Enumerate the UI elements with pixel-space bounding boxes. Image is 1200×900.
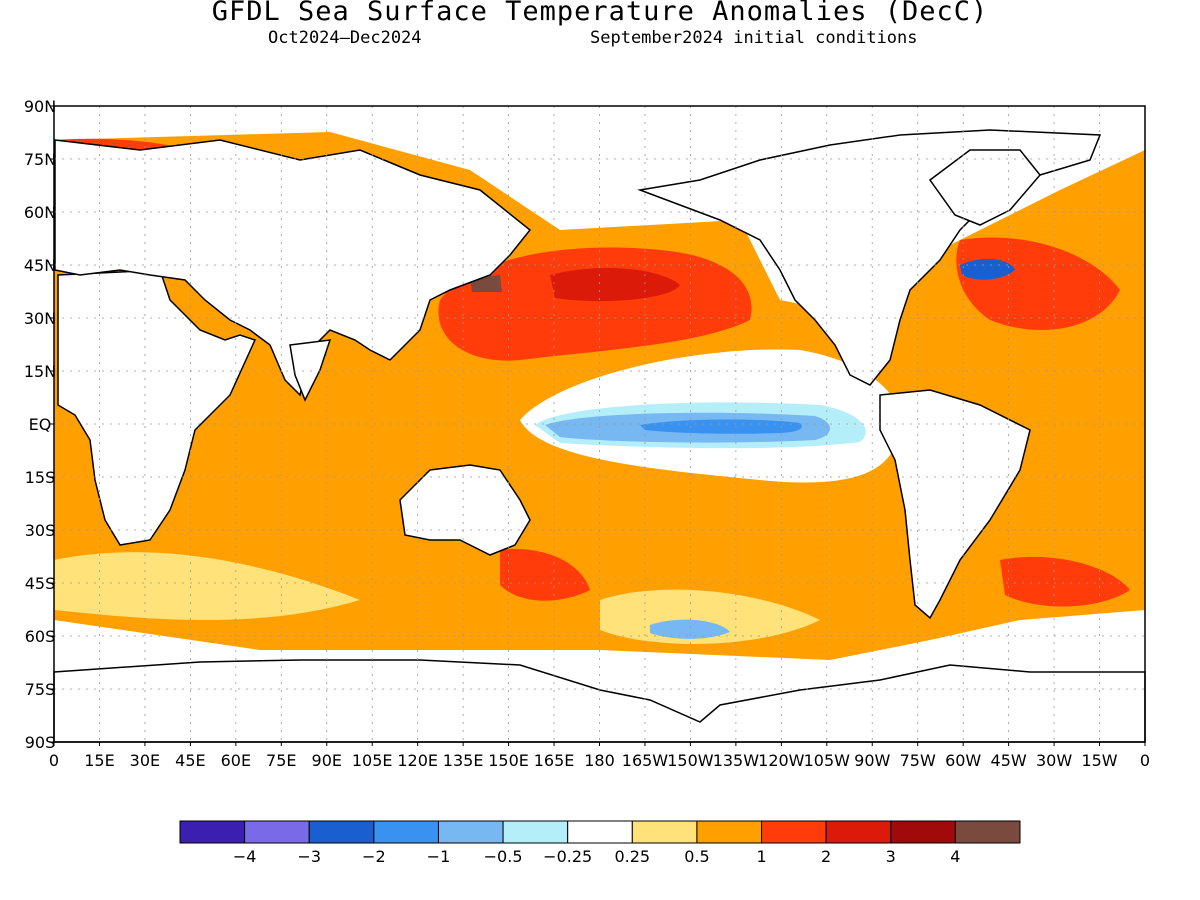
colorbar-swatch (244, 820, 310, 844)
lon-tick-label: 180 (584, 751, 615, 770)
lat-tick-label: 75S (25, 680, 56, 699)
colorbar-label: −1 (427, 847, 451, 866)
lon-tick-label: 15W (1081, 751, 1117, 770)
lat-tick-label: 30N (24, 309, 56, 328)
lon-tick-label: 75W (900, 751, 936, 770)
colorbar-label: 1 (756, 847, 766, 866)
colorbar-swatch (502, 820, 569, 844)
lon-tick-label: 135W (713, 751, 760, 770)
india-outline (289, 339, 332, 402)
lat-tick-label: EQ (29, 415, 52, 434)
colorbar-swatch (631, 820, 698, 844)
lon-tick-label: 120E (397, 751, 438, 770)
lon-tick-label: 150E (488, 751, 529, 770)
lat-tick-label: 45S (25, 574, 56, 593)
colorbar-swatch (567, 820, 633, 844)
colorbar-swatch (825, 820, 892, 844)
lat-lon-grid (54, 106, 1145, 742)
lat-tick-label: 90S (25, 733, 56, 752)
colorbar-swatch (954, 820, 1021, 844)
lat-tick-label: 60N (24, 203, 56, 222)
continent-outlines (53, 129, 1146, 743)
north-atlantic-cold (960, 258, 1015, 280)
lat-tick-label: 45N (24, 256, 56, 275)
latitude-labels: 90N 75N 60N 45N 30N 15N EQ 15S 30S 45S 60S 75S 90S (24, 97, 56, 752)
eurasia-outline (54, 139, 532, 397)
lon-tick-label: 165E (534, 751, 575, 770)
lon-tick-label: 60E (221, 751, 251, 770)
north-pacific-hot (550, 267, 680, 302)
lon-tick-label: 30E (130, 751, 160, 770)
pale-field-south-indian (54, 552, 360, 620)
lon-tick-label: 45E (175, 751, 205, 770)
colorbar-label: −3 (297, 847, 321, 866)
chart-subtitle-period: Oct2024–Dec2024 (268, 28, 422, 48)
colorbar-label: 4 (950, 847, 960, 866)
lon-tick-label: 0 (49, 751, 59, 770)
colorbar-swatch (308, 820, 375, 844)
colorbar-label: −0.5 (484, 847, 523, 866)
colorbar-label: 0.25 (614, 847, 650, 866)
longitude-labels: 0 15E 30E 45E 60E 75E 90E 105E 120E 135E 150E 165E 1… (49, 742, 1150, 770)
north-pacific-warm (438, 247, 752, 361)
greenland-outline (928, 149, 1041, 226)
lon-tick-label: 0 (1140, 751, 1150, 770)
lat-tick-label: 15N (24, 362, 56, 381)
colorbar: −4 −3 −2 −1 −0.5 −0.25 0.25 0.5 1 2 3 4 (179, 820, 1021, 866)
lon-tick-label: 105E (352, 751, 393, 770)
lat-tick-label: 30S (25, 521, 56, 540)
lat-tick-label: 75N (24, 150, 56, 169)
colorbar-swatch (761, 820, 827, 844)
lon-tick-label: 45W (991, 751, 1027, 770)
colorbar-label: 3 (886, 847, 896, 866)
lon-tick-label: 120W (758, 751, 805, 770)
lat-tick-label: 90N (24, 97, 56, 116)
colorbar-label: 2 (821, 847, 831, 866)
chart-subtitle-initial-conditions: September2024 initial conditions (590, 28, 918, 48)
colorbar-label: −2 (362, 847, 386, 866)
chart-title: GFDL Sea Surface Temperature Anomalies (… (211, 0, 989, 27)
lon-tick-label: 30W (1036, 751, 1072, 770)
colorbar-swatch (373, 820, 439, 844)
southern-pacific-cool (650, 619, 730, 639)
colorbar-label: 0.5 (684, 847, 709, 866)
colorbar-swatch (437, 820, 504, 844)
south-atlantic-warm (1000, 556, 1130, 607)
southern-ocean-warm (500, 549, 590, 601)
colorbar-label: −4 (233, 847, 257, 866)
lon-tick-label: 165W (622, 751, 669, 770)
lon-tick-label: 90W (854, 751, 890, 770)
lon-tick-label: 105W (804, 751, 851, 770)
cold-tongue-core (640, 419, 802, 434)
colorbar-swatch (696, 820, 763, 844)
colorbar-swatch (179, 820, 246, 844)
australia-outline (399, 464, 531, 556)
lon-tick-label: 15E (84, 751, 114, 770)
lon-tick-label: 60W (945, 751, 981, 770)
south-america-outline (879, 389, 1031, 620)
lon-tick-label: 150W (667, 751, 714, 770)
colorbar-label: −0.25 (543, 847, 592, 866)
lon-tick-label: 90E (312, 751, 342, 770)
lat-tick-label: 15S (25, 468, 56, 487)
lon-tick-label: 75E (266, 751, 296, 770)
lat-tick-label: 60S (25, 627, 56, 646)
colorbar-swatch (890, 820, 956, 844)
lon-tick-label: 135E (443, 751, 484, 770)
